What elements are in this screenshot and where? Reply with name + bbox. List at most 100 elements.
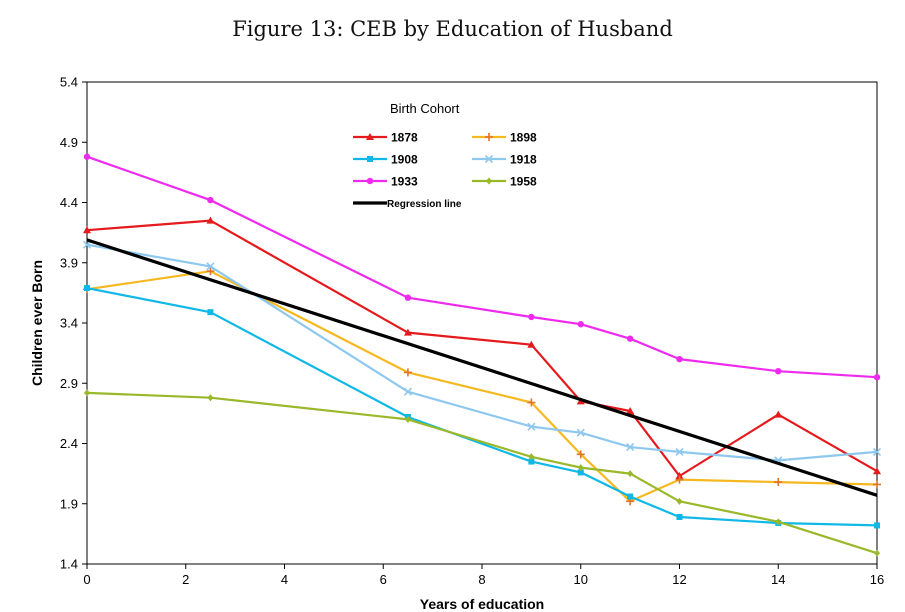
- x-axis-label: Years of education: [420, 596, 544, 612]
- data-point-1958: [676, 497, 683, 505]
- data-point-1908: [207, 309, 214, 316]
- legend-label-1878: 1878: [391, 131, 418, 145]
- legend-marker-1878: [366, 133, 374, 140]
- data-point-1958: [528, 453, 535, 461]
- series-line-1933: [86, 155, 878, 379]
- data-point-1933: [873, 374, 881, 381]
- legend-marker-1918: [484, 154, 494, 164]
- x-tick-label: 0: [83, 572, 90, 587]
- data-point-1878: [206, 216, 215, 224]
- data-point-1908: [874, 522, 880, 529]
- data-point-1878: [873, 467, 881, 475]
- x-tick-label: 6: [380, 572, 387, 587]
- series-1898: [83, 267, 881, 506]
- data-point-1958: [775, 518, 782, 526]
- y-tick-label: 1.4: [60, 557, 78, 572]
- plot-frame: [86, 81, 878, 565]
- y-axis-label: Children ever Born: [29, 260, 45, 386]
- data-point-1958: [577, 464, 584, 472]
- data-point-1908: [577, 469, 584, 476]
- data-point-1878: [403, 328, 412, 336]
- data-point-1933: [528, 313, 535, 321]
- legend-entry-1908: 1908: [353, 153, 418, 167]
- legend-entry-1918: 1918: [472, 153, 537, 167]
- data-point-1898: [403, 368, 412, 377]
- data-point-1933: [207, 196, 214, 204]
- x-tick-label: 16: [870, 572, 884, 587]
- y-tick-label: 1.9: [60, 496, 78, 511]
- legend-label-1918: 1918: [510, 153, 537, 167]
- data-point-1933: [676, 355, 683, 363]
- legend-marker-1933: [366, 177, 374, 185]
- x-tick-label: 12: [672, 572, 686, 587]
- data-point-1933: [626, 335, 634, 342]
- data-point-1918: [403, 387, 413, 396]
- data-point-1898: [206, 267, 215, 276]
- legend-marker-1898: [485, 133, 493, 141]
- legend-entry-1898: 1898: [472, 131, 537, 145]
- data-point-1908: [627, 493, 634, 500]
- data-point-1958: [84, 389, 90, 397]
- series-1933: [83, 153, 881, 381]
- data-point-1933: [83, 153, 91, 160]
- y-tick-label: 4.4: [60, 195, 78, 210]
- x-tick-label: 10: [574, 572, 588, 587]
- data-point-1918: [872, 447, 882, 457]
- data-point-1878: [774, 410, 783, 418]
- data-point-1933: [577, 321, 584, 328]
- legend-marker-1958: [486, 177, 492, 185]
- series-line-1908: [86, 287, 878, 527]
- series-line-1958: [86, 391, 878, 555]
- figure-title: Figure 13: CEB by Education of Husband: [232, 17, 673, 41]
- series-line-1898: [86, 270, 878, 503]
- series-line-1878: [86, 219, 878, 478]
- data-point-1933: [775, 368, 782, 375]
- y-tick-label: 4.9: [60, 135, 78, 150]
- legend-entry-1958: 1958: [472, 175, 537, 189]
- legend-title: Birth Cohort: [390, 101, 460, 116]
- legend-label-1898: 1898: [510, 131, 537, 145]
- data-point-1918: [527, 422, 536, 431]
- data-point-1898: [576, 450, 585, 459]
- data-point-1958: [404, 415, 411, 423]
- legend-label-regression-line: Regression line: [387, 199, 462, 210]
- data-point-1898: [527, 398, 536, 407]
- data-point-1898: [774, 478, 783, 487]
- y-tick-label: 2.9: [60, 376, 78, 391]
- legend-entry-1878: 1878: [353, 131, 418, 145]
- data-point-1878: [626, 406, 635, 414]
- data-point-1908: [528, 458, 535, 465]
- series-regression-line: [86, 238, 878, 497]
- y-tick-label: 3.9: [60, 255, 78, 270]
- legend-entry-1933: 1933: [353, 175, 418, 189]
- series-lines: [82, 153, 882, 557]
- legend-label-1908: 1908: [391, 153, 418, 167]
- x-tick-label: 14: [771, 572, 785, 587]
- series-1918: [82, 240, 882, 465]
- data-point-1908: [676, 514, 683, 521]
- data-point-1958: [627, 470, 634, 478]
- axes: 0 2 4 6 8 10 12 14 16 1.4 1.9 2.4 2.9 3.4 3.9 4.4 4.9 5.4: [60, 75, 884, 588]
- x-tick-label: 4: [281, 572, 288, 587]
- legend-label-1958: 1958: [510, 175, 537, 189]
- x-tick-label: 8: [478, 572, 485, 587]
- y-tick-label: 3.4: [60, 316, 78, 331]
- data-point-1908: [84, 285, 90, 292]
- data-point-1918: [675, 447, 684, 457]
- data-point-1918: [206, 262, 215, 271]
- legend-entry-regression-line: Regression line: [353, 199, 462, 210]
- data-point-1918: [626, 443, 635, 452]
- data-point-1898: [675, 475, 684, 484]
- series-1958: [84, 389, 880, 557]
- y-tick-label: 5.4: [60, 75, 78, 90]
- data-point-1933: [404, 294, 412, 301]
- series-1908: [84, 285, 880, 529]
- data-point-1878: [675, 472, 684, 480]
- data-point-1878: [527, 340, 536, 348]
- x-tick-label: 2: [182, 572, 189, 587]
- legend-marker-1908: [367, 156, 373, 162]
- data-point-1958: [207, 394, 214, 402]
- data-point-1878: [83, 226, 91, 234]
- series-1878: [83, 216, 881, 480]
